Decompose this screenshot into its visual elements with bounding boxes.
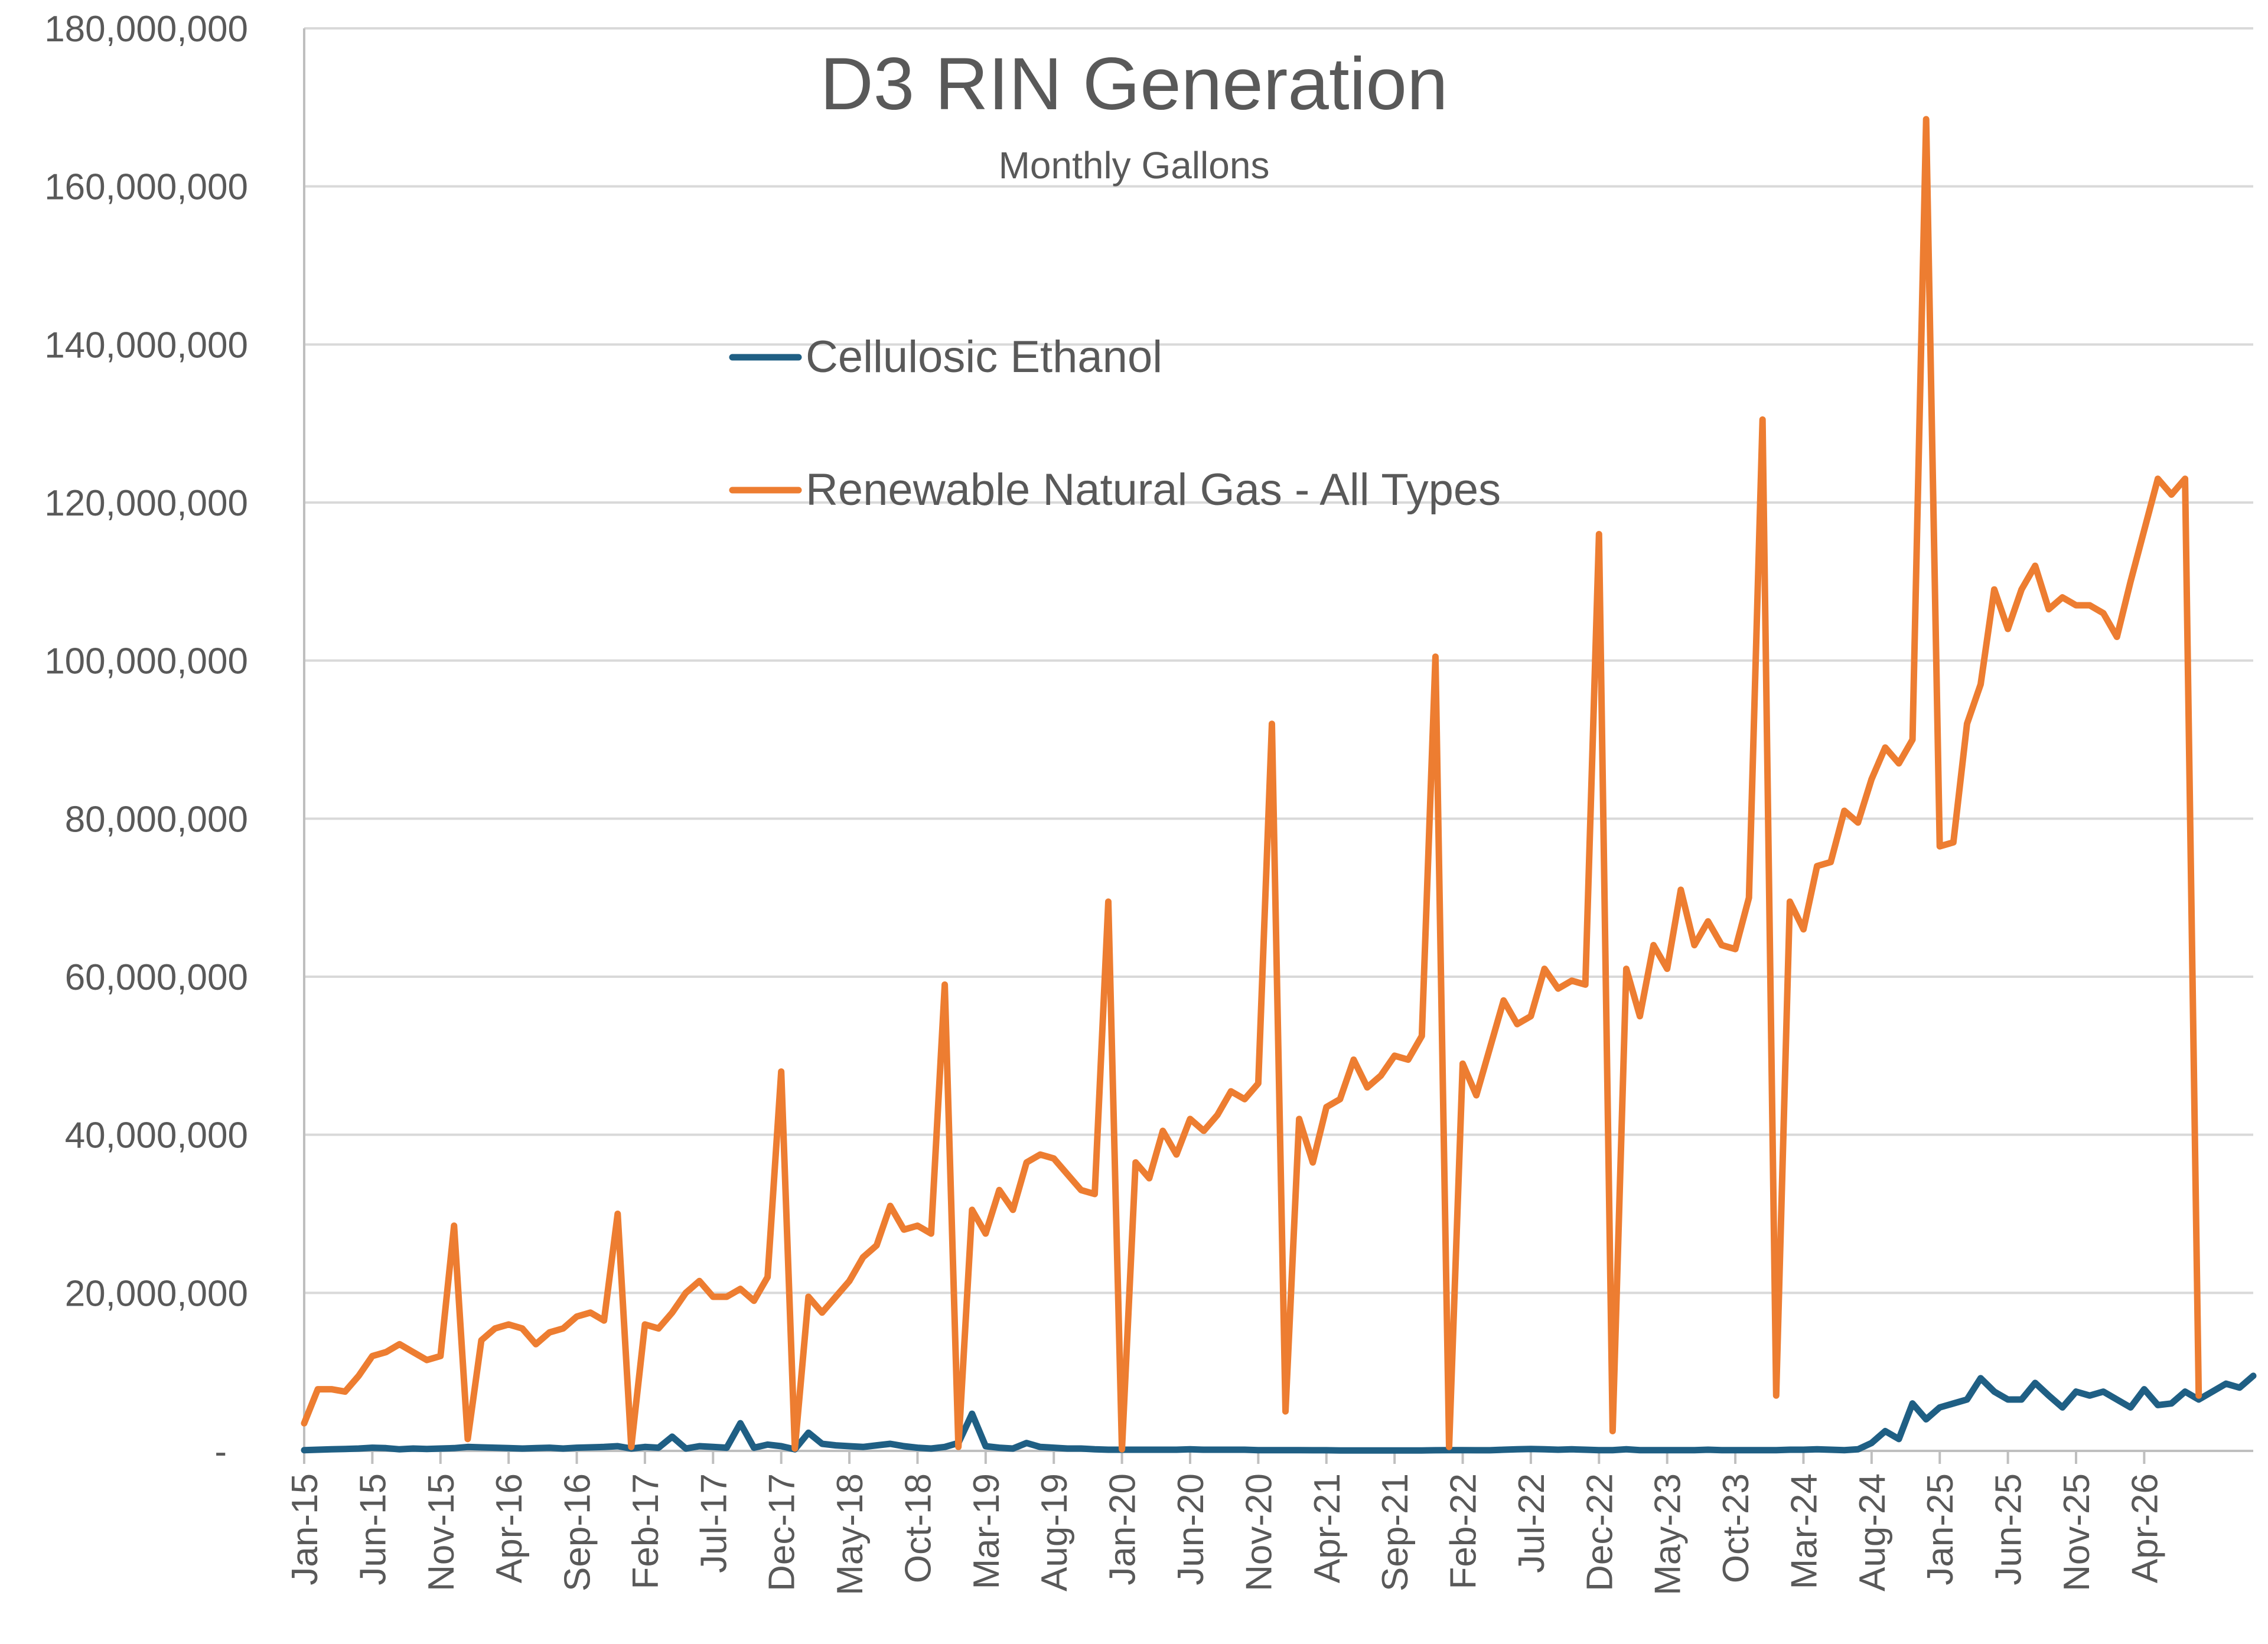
y-tick-label: 60,000,000 bbox=[65, 957, 248, 998]
x-tick-label: Oct-18 bbox=[898, 1473, 939, 1583]
x-tick-label: Mar-19 bbox=[966, 1473, 1007, 1589]
tick-labels: - 20,000,000 40,000,000 60,000,000 80,000,00… bbox=[44, 9, 2165, 1596]
y-tick-label: 80,000,000 bbox=[65, 799, 248, 840]
x-tick-label: Nov-25 bbox=[2057, 1473, 2097, 1591]
x-tick-label: Jan-25 bbox=[1920, 1473, 1961, 1586]
x-tick-label: Jun-25 bbox=[1989, 1473, 2029, 1586]
x-tick-label: Dec-22 bbox=[1579, 1473, 1620, 1591]
y-tick-label: 160,000,000 bbox=[44, 167, 248, 208]
x-tick-label: Jun-20 bbox=[1171, 1473, 1211, 1586]
y-tick-label: 40,000,000 bbox=[65, 1115, 248, 1156]
y-tick-label: - bbox=[214, 1431, 227, 1472]
x-tick-label: Nov-15 bbox=[421, 1473, 462, 1591]
series-line-renewable-natural-gas bbox=[301, 116, 2202, 1453]
y-tick-label: 20,000,000 bbox=[65, 1273, 248, 1314]
x-tick-label: Apr-16 bbox=[489, 1473, 530, 1583]
legend-label: Cellulosic Ethanol bbox=[806, 332, 1162, 382]
y-tick-label: 180,000,000 bbox=[44, 9, 248, 50]
x-tick-label: Feb-22 bbox=[1443, 1473, 1484, 1589]
legend: Cellulosic Ethanol Renewable Natural Gas … bbox=[729, 332, 1501, 515]
y-tick-label: 120,000,000 bbox=[44, 483, 248, 524]
x-tick-label: Aug-24 bbox=[1852, 1473, 1893, 1591]
x-tick-label: May-23 bbox=[1648, 1473, 1689, 1596]
x-tick-label: Apr-26 bbox=[2124, 1473, 2165, 1583]
chart-title: D3 RIN Generation bbox=[820, 43, 1448, 125]
y-tick-label: 100,000,000 bbox=[44, 641, 248, 682]
x-tick-label: Jun-15 bbox=[353, 1473, 393, 1586]
x-tick-label: Sep-16 bbox=[558, 1473, 598, 1591]
x-tick-label: May-18 bbox=[830, 1473, 871, 1596]
x-tick-label: Dec-17 bbox=[762, 1473, 803, 1591]
x-tick-label: Oct-23 bbox=[1716, 1473, 1757, 1583]
x-tick-label: Nov-20 bbox=[1239, 1473, 1279, 1591]
x-tick-label: Jul-17 bbox=[693, 1473, 734, 1573]
x-tick-label: Apr-21 bbox=[1307, 1473, 1348, 1583]
legend-label: Renewable Natural Gas - All Types bbox=[806, 465, 1501, 515]
x-tick-label: Aug-19 bbox=[1034, 1473, 1075, 1591]
x-tick-label: Mar-24 bbox=[1784, 1473, 1824, 1589]
x-tick-label: Sep-21 bbox=[1375, 1473, 1416, 1591]
x-tick-label: Jan-20 bbox=[1103, 1473, 1143, 1586]
series-lines bbox=[301, 116, 2257, 1454]
y-tick-label: 140,000,000 bbox=[44, 325, 248, 366]
chart-subtitle: Monthly Gallons bbox=[999, 144, 1270, 187]
x-tick-label: Jul-22 bbox=[1511, 1473, 1552, 1573]
x-tick-label: Feb-17 bbox=[625, 1473, 666, 1589]
x-tick-label: Jan-15 bbox=[285, 1473, 325, 1586]
